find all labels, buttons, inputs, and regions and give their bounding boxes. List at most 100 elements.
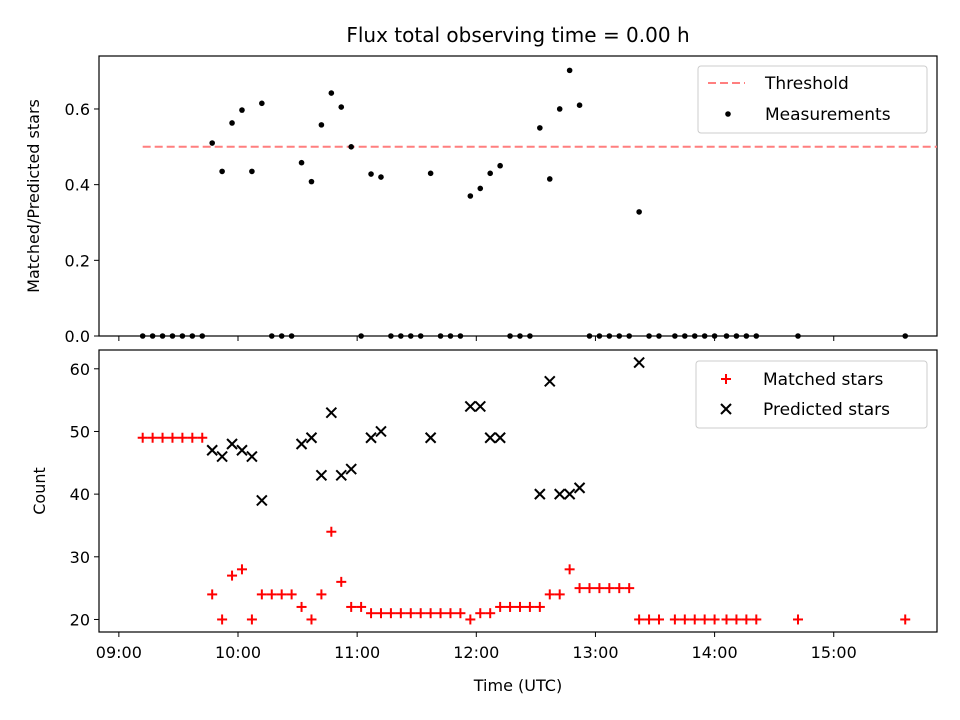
measurement-point xyxy=(487,170,493,177)
matched-star-point xyxy=(316,589,327,600)
bottom-x-tick-label: 11:00 xyxy=(334,643,380,662)
predicted-star-point xyxy=(295,438,308,450)
predicted-star-point xyxy=(305,432,318,444)
matched-star-point xyxy=(624,583,635,594)
predicted-star-point xyxy=(474,400,486,413)
measurement-point xyxy=(249,168,255,175)
measurement-point xyxy=(477,185,484,192)
measurement-point xyxy=(616,333,623,339)
measurement-point xyxy=(139,333,146,339)
matched-star-point xyxy=(564,564,575,575)
legend-threshold-label: Threshold xyxy=(764,74,849,94)
measurement-point xyxy=(159,333,166,339)
matched-star-point xyxy=(445,608,456,619)
measurement-point xyxy=(672,333,678,339)
predicted-star-point xyxy=(633,356,645,369)
matched-star-point xyxy=(187,432,198,443)
matched-star-point xyxy=(614,583,625,594)
legend-measurements-swatch xyxy=(725,111,731,117)
matched-star-point xyxy=(375,608,386,619)
bottom-markers xyxy=(137,356,911,625)
measurement-point xyxy=(586,333,593,339)
matched-star-point xyxy=(455,608,466,619)
matched-star-point xyxy=(236,564,247,575)
predicted-star-point xyxy=(325,406,338,419)
matched-star-point xyxy=(346,601,357,612)
matched-star-point xyxy=(207,589,218,600)
matched-star-point xyxy=(534,601,545,612)
legend-predicted-swatch xyxy=(720,403,732,415)
matched-star-point xyxy=(246,614,257,625)
bottom-x-tick-label: 09:00 xyxy=(96,643,142,662)
matched-star-point xyxy=(699,614,710,625)
bottom-x-tick-label: 15:00 xyxy=(811,643,857,662)
measurement-point xyxy=(527,333,533,339)
measurement-point xyxy=(753,333,760,339)
predicted-star-point xyxy=(424,432,437,444)
bottom-x-tick-label: 12:00 xyxy=(453,643,499,662)
matched-star-point xyxy=(900,614,911,625)
legend-matched-label: Matched stars xyxy=(763,370,883,390)
measurement-point xyxy=(537,125,543,131)
measurement-point xyxy=(646,333,652,339)
measurement-point xyxy=(338,104,345,110)
measurement-point xyxy=(308,178,315,185)
bottom-panel: 20 30 40 50 60 09:00 10:00 11:00 12:00 13:00 14:0… xyxy=(30,349,938,695)
measurement-point xyxy=(259,100,265,107)
measurement-point xyxy=(348,144,354,150)
top-y-tick-label: 0.2 xyxy=(65,251,90,270)
measurement-point xyxy=(169,333,176,339)
predicted-star-point xyxy=(236,444,248,456)
predicted-star-point xyxy=(494,432,506,444)
matched-star-point xyxy=(669,614,680,625)
top-x-axis-ticks xyxy=(118,336,835,341)
bottom-y-tick-label: 60 xyxy=(70,360,90,379)
matched-star-point xyxy=(167,432,178,443)
matched-star-point xyxy=(266,589,277,600)
bottom-legend: Matched stars Predicted stars xyxy=(695,360,928,429)
top-legend: Threshold Measurements xyxy=(697,65,928,134)
matched-star-point xyxy=(524,601,535,612)
matched-star-point xyxy=(425,608,436,619)
measurement-point xyxy=(795,333,801,339)
measurement-point xyxy=(733,333,740,339)
matched-star-point xyxy=(679,614,690,625)
bottom-x-tick-label: 13:00 xyxy=(572,643,618,662)
measurement-point xyxy=(626,333,633,339)
matched-star-point xyxy=(485,608,496,619)
bottom-y-axis-label: Count xyxy=(30,467,49,515)
matched-star-point xyxy=(554,589,565,600)
measurement-point xyxy=(437,333,444,339)
measurement-point xyxy=(189,333,196,339)
predicted-star-point xyxy=(534,488,546,500)
measurement-point xyxy=(507,333,513,339)
measurement-point xyxy=(398,333,404,339)
matched-star-point xyxy=(495,601,506,612)
measurement-point xyxy=(149,333,156,339)
measurement-point xyxy=(378,174,384,180)
measurement-point xyxy=(388,333,394,339)
measurement-point xyxy=(566,67,573,74)
top-legend-box xyxy=(697,65,928,134)
measurement-point xyxy=(278,333,285,339)
matched-star-point xyxy=(326,526,337,537)
measurement-point xyxy=(576,102,583,108)
predicted-star-point xyxy=(365,432,377,444)
measurement-point xyxy=(902,333,909,339)
bottom-y-axis-ticks: 20 30 40 50 60 xyxy=(70,360,99,629)
matched-star-point xyxy=(256,589,267,600)
matched-star-point xyxy=(177,432,188,443)
measurement-point xyxy=(427,170,434,177)
predicted-star-point xyxy=(345,463,357,475)
matched-star-point xyxy=(721,614,732,625)
measurement-point xyxy=(656,333,662,339)
predicted-star-point xyxy=(375,425,387,438)
predicted-star-point xyxy=(464,400,477,413)
measurement-point xyxy=(288,333,295,339)
measurement-point xyxy=(368,171,374,177)
measurement-point xyxy=(179,333,186,339)
matched-star-point xyxy=(574,583,585,594)
measurement-point xyxy=(199,333,206,339)
matched-star-point xyxy=(157,432,168,443)
